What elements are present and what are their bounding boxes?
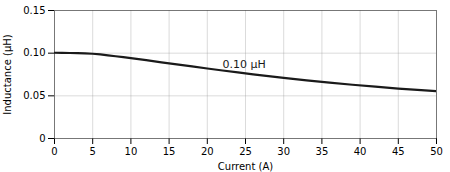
svg-text:0: 0 xyxy=(39,133,45,144)
svg-text:0.05: 0.05 xyxy=(23,90,45,101)
svg-text:25: 25 xyxy=(239,146,252,157)
svg-text:Current (A): Current (A) xyxy=(218,161,273,172)
svg-text:0.10: 0.10 xyxy=(23,47,45,58)
svg-text:40: 40 xyxy=(354,146,367,157)
svg-text:Inductance (μH): Inductance (μH) xyxy=(2,34,13,114)
svg-text:20: 20 xyxy=(201,146,214,157)
svg-text:10: 10 xyxy=(125,146,138,157)
svg-text:0.15: 0.15 xyxy=(23,5,45,16)
svg-text:45: 45 xyxy=(392,146,405,157)
svg-text:15: 15 xyxy=(163,146,176,157)
svg-text:0: 0 xyxy=(51,146,57,157)
svg-text:0.10 μH: 0.10 μH xyxy=(223,58,266,71)
svg-text:5: 5 xyxy=(90,146,96,157)
svg-text:50: 50 xyxy=(430,146,443,157)
svg-text:35: 35 xyxy=(316,146,329,157)
svg-text:30: 30 xyxy=(277,146,290,157)
